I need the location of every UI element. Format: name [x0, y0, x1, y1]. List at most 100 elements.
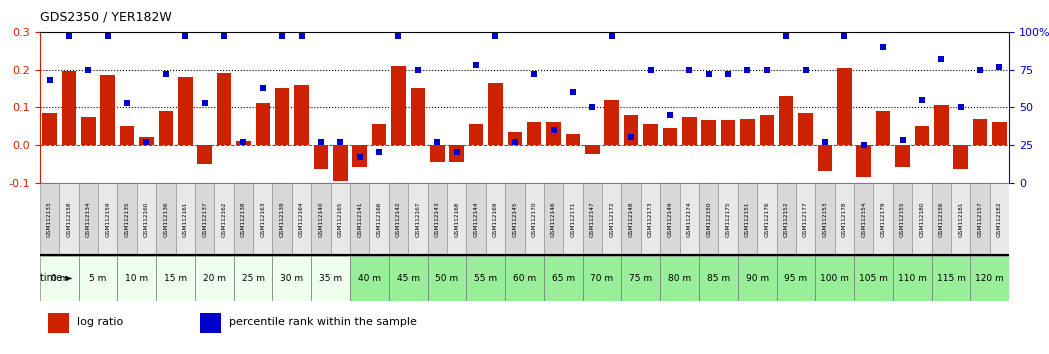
Bar — [582, 183, 602, 256]
Point — [468, 62, 485, 68]
Bar — [40, 183, 59, 256]
Text: GSM112174: GSM112174 — [687, 201, 691, 237]
Text: GSM112134: GSM112134 — [86, 201, 91, 237]
Text: GSM112175: GSM112175 — [726, 201, 730, 237]
Text: 0 m: 0 m — [50, 274, 68, 283]
Text: GSM112142: GSM112142 — [395, 201, 401, 237]
Bar — [197, 145, 212, 164]
Bar — [874, 183, 893, 256]
Text: GSM112148: GSM112148 — [628, 201, 634, 237]
Bar — [932, 183, 951, 256]
Bar — [273, 183, 292, 256]
Point — [370, 150, 387, 155]
Bar — [624, 115, 639, 145]
Text: 120 m: 120 m — [976, 274, 1004, 283]
Bar — [893, 256, 932, 301]
Text: GSM112143: GSM112143 — [434, 201, 440, 237]
Point — [701, 71, 718, 77]
Bar — [818, 145, 832, 171]
Text: GSM112180: GSM112180 — [919, 201, 924, 237]
Text: 105 m: 105 m — [859, 274, 887, 283]
Point — [274, 34, 291, 39]
Bar — [350, 256, 389, 301]
Bar — [314, 145, 328, 169]
Bar — [330, 183, 350, 256]
Bar — [428, 183, 447, 256]
Point — [409, 67, 426, 72]
Text: 25 m: 25 m — [241, 274, 264, 283]
Text: 100 m: 100 m — [820, 274, 849, 283]
Text: GDS2350 / YER182W: GDS2350 / YER182W — [40, 11, 172, 24]
Text: GSM112168: GSM112168 — [454, 201, 459, 237]
Bar — [776, 256, 815, 301]
Bar — [391, 66, 406, 145]
Bar — [954, 145, 968, 169]
Text: GSM112139: GSM112139 — [280, 201, 284, 237]
Bar — [101, 75, 115, 145]
Text: 110 m: 110 m — [898, 274, 926, 283]
Text: 115 m: 115 m — [937, 274, 965, 283]
Bar — [543, 256, 582, 301]
Bar — [660, 256, 699, 301]
Bar — [350, 183, 369, 256]
Bar — [506, 256, 543, 301]
Text: GSM112150: GSM112150 — [706, 201, 711, 237]
Point — [740, 67, 756, 72]
Bar — [970, 183, 990, 256]
Point — [390, 34, 407, 39]
Text: GSM112145: GSM112145 — [512, 201, 517, 237]
Bar — [195, 183, 214, 256]
Bar — [582, 256, 621, 301]
Text: GSM112172: GSM112172 — [609, 201, 615, 237]
Text: GSM112167: GSM112167 — [415, 201, 421, 237]
Point — [952, 104, 969, 110]
Bar — [565, 133, 580, 145]
Text: GSM112153: GSM112153 — [822, 201, 828, 237]
Bar — [352, 145, 367, 167]
Bar — [585, 145, 600, 154]
Text: 70 m: 70 m — [591, 274, 614, 283]
Bar — [312, 256, 350, 301]
Bar — [680, 183, 699, 256]
Point — [119, 100, 135, 105]
Bar — [469, 124, 484, 145]
Point — [448, 150, 465, 155]
Bar — [369, 183, 389, 256]
Bar — [527, 122, 541, 145]
Text: 30 m: 30 m — [280, 274, 303, 283]
Bar — [467, 183, 486, 256]
Point — [564, 89, 581, 95]
Point — [545, 127, 562, 133]
Text: GSM112179: GSM112179 — [880, 201, 885, 237]
Point — [933, 56, 949, 62]
Point — [293, 34, 309, 39]
Bar — [256, 103, 270, 145]
Point — [255, 85, 272, 90]
Text: 85 m: 85 m — [707, 274, 730, 283]
Bar — [682, 116, 697, 145]
Bar — [990, 183, 1009, 256]
Bar — [876, 111, 891, 145]
Text: GSM112149: GSM112149 — [667, 201, 672, 237]
Text: GSM112161: GSM112161 — [183, 201, 188, 237]
Text: GSM112166: GSM112166 — [377, 201, 382, 237]
Point — [971, 67, 988, 72]
Bar — [563, 183, 582, 256]
Bar — [643, 124, 658, 145]
Text: GSM112160: GSM112160 — [144, 201, 149, 237]
Point — [642, 67, 659, 72]
Bar — [660, 183, 680, 256]
Text: GSM112133: GSM112133 — [47, 201, 52, 237]
Bar — [508, 132, 522, 145]
Point — [196, 100, 213, 105]
Bar — [934, 105, 948, 145]
Text: GSM112152: GSM112152 — [784, 201, 789, 237]
Bar — [178, 77, 193, 145]
Bar — [951, 183, 970, 256]
Text: GSM112158: GSM112158 — [66, 201, 71, 237]
Bar — [79, 256, 117, 301]
Bar — [59, 183, 79, 256]
Point — [836, 34, 853, 39]
Text: GSM112144: GSM112144 — [473, 201, 478, 237]
Bar — [854, 183, 874, 256]
